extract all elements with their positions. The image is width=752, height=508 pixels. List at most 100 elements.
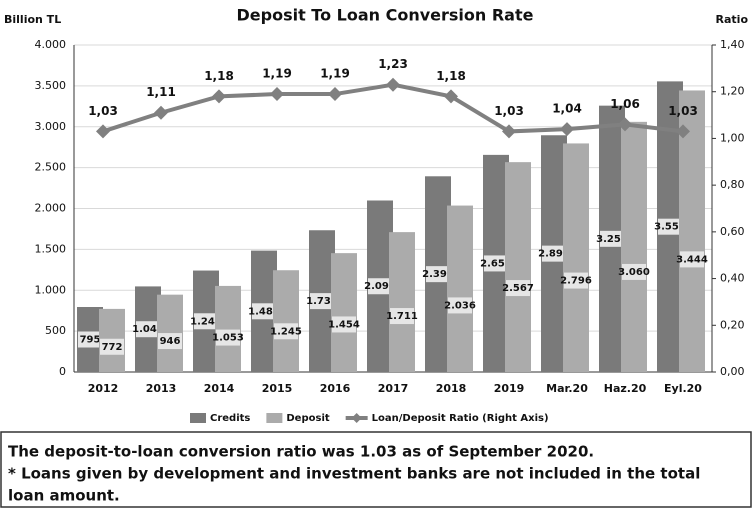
value-label-box (310, 293, 334, 310)
y2-axis-label: Ratio (716, 13, 749, 26)
x-tick-label: 2019 (494, 382, 525, 395)
y2-tick-label: 1,20 (720, 85, 745, 98)
y2-tick-label: 0,20 (720, 318, 745, 331)
value-label: 1.485 (248, 306, 280, 317)
value-label: 1.241 (190, 316, 222, 327)
bar (447, 205, 473, 372)
value-label-box (658, 218, 682, 235)
value-label-box (100, 338, 124, 355)
value-label-box (390, 308, 414, 325)
legend-label: Deposit (286, 413, 329, 424)
value-label: 1.245 (270, 326, 302, 337)
value-label-box (506, 280, 530, 297)
line-marker (618, 117, 632, 132)
value-label-box (194, 313, 218, 330)
legend-swatch (190, 413, 206, 423)
bar (331, 253, 357, 372)
bar (273, 270, 299, 372)
value-label-box (680, 251, 704, 268)
value-label-box (448, 297, 472, 314)
line-value-label: 1,23 (378, 57, 408, 71)
chart-title: Deposit To Loan Conversion Rate (237, 6, 534, 25)
value-label: 2.896 (538, 249, 570, 260)
value-label: 1.734 (306, 296, 338, 307)
y-tick-label: 500 (45, 324, 66, 337)
line-value-label: 1,19 (320, 67, 350, 81)
value-label: 946 (160, 336, 181, 347)
value-label-box (332, 316, 356, 333)
y-axis-label: Billion TL (4, 13, 61, 26)
note: * Loans given by development and investm… (8, 465, 700, 483)
x-tick-label: 2018 (436, 382, 467, 395)
value-label: 3.555 (654, 222, 686, 233)
value-label: 2.656 (480, 258, 512, 269)
value-label-box (274, 323, 298, 340)
x-tick-label: 2012 (88, 382, 119, 395)
y2-tick-label: 1,00 (720, 131, 745, 144)
value-label-box (216, 329, 240, 346)
y-tick-label: 2.000 (35, 202, 67, 215)
bar (621, 121, 647, 372)
value-label: 795 (80, 335, 101, 346)
value-label: 2.567 (502, 283, 534, 294)
note: The deposit-to-loan conversion ratio was… (8, 443, 594, 461)
value-label-box (368, 278, 392, 295)
value-label: 3.060 (618, 267, 650, 278)
value-label: 1.711 (386, 311, 418, 322)
legend-swatch (351, 413, 362, 423)
y-tick-label: 3.500 (35, 79, 67, 92)
x-tick-label: 2015 (262, 382, 293, 395)
y2-tick-label: 0,40 (720, 272, 745, 285)
line-marker (676, 124, 690, 139)
line-value-label: 1,03 (668, 104, 698, 118)
line-marker (560, 122, 574, 137)
bar (389, 232, 415, 372)
x-tick-label: 2016 (320, 382, 351, 395)
value-label: 2.394 (422, 269, 454, 280)
y-tick-label: 0 (59, 365, 66, 378)
value-label-box (484, 255, 508, 272)
value-label-box (78, 331, 102, 348)
y-tick-label: 4.000 (35, 38, 67, 51)
line-value-label: 1,06 (610, 97, 640, 111)
note: loan amount. (8, 487, 120, 505)
bar (215, 285, 241, 372)
value-label: 1.053 (212, 333, 244, 344)
value-label: 3.444 (676, 254, 708, 265)
value-label-box (426, 266, 450, 283)
value-label: 1.454 (328, 319, 360, 330)
x-tick-label: 2014 (204, 382, 235, 395)
note-box (0, 431, 752, 508)
line-marker (444, 89, 458, 104)
y-tick-label: 1.000 (35, 283, 67, 296)
y2-tick-label: 0,80 (720, 178, 745, 191)
value-label-box (622, 263, 646, 280)
value-label-box (542, 245, 566, 262)
value-label-box (136, 321, 160, 338)
y-tick-label: 3.000 (35, 120, 67, 133)
y2-tick-label: 1,40 (720, 38, 745, 51)
value-label: 2.036 (444, 300, 476, 311)
line-marker (502, 124, 516, 139)
y-tick-label: 1.500 (35, 242, 67, 255)
line-marker (96, 124, 110, 139)
x-tick-label: Eyl.20 (664, 382, 702, 395)
value-label-box (600, 230, 624, 247)
x-tick-label: Mar.20 (546, 382, 588, 395)
value-label: 2.796 (560, 276, 592, 287)
line-marker (154, 105, 168, 120)
line-marker (386, 77, 400, 92)
bar (563, 143, 589, 372)
line-value-label: 1,18 (204, 69, 234, 83)
line-marker (328, 87, 342, 102)
legend-label: Loan/Deposit Ratio (Right Axis) (372, 413, 549, 424)
legend-swatch (266, 413, 283, 423)
value-label: 2.098 (364, 281, 396, 292)
value-label: 1.047 (132, 324, 164, 335)
value-label-box (158, 333, 182, 350)
value-label-box (252, 303, 276, 320)
value-label: 3.258 (596, 234, 628, 245)
line-value-label: 1,03 (494, 104, 524, 118)
bar (505, 162, 531, 372)
